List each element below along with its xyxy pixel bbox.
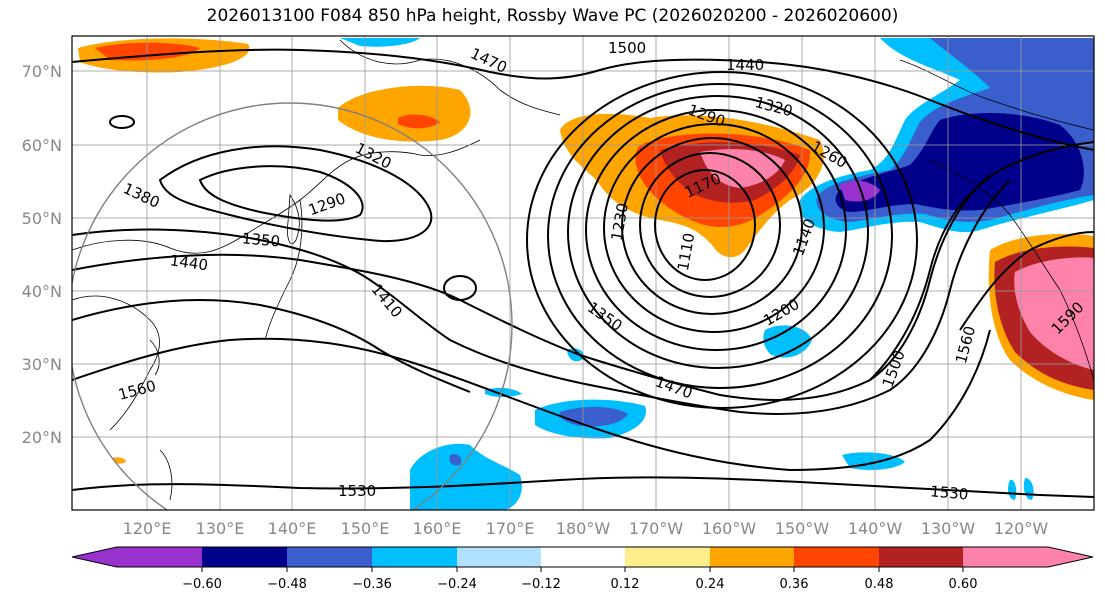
lon-label-150e: 150°E (341, 519, 390, 538)
lon-label-150w: 150°W (775, 519, 830, 538)
map-border (71, 35, 1095, 511)
colorbar-tick-label: 0.36 (780, 577, 809, 592)
colorbar-tick-label: 0.12 (611, 577, 640, 592)
contour-label: 1440 (169, 251, 209, 274)
colorbar-outline (71, 546, 1094, 568)
lon-label-180w: 180°W (556, 519, 611, 538)
contour-line (158, 145, 433, 242)
lat-label-40n: 40°N (22, 282, 62, 301)
contour-line (72, 329, 991, 472)
asia-coastline (72, 39, 1094, 431)
contour-line (603, 123, 825, 333)
island-outline (159, 449, 173, 501)
colorbar-tick-label: 0.60 (949, 577, 978, 592)
lon-label-160w: 160°W (702, 519, 757, 538)
negative-anomaly-region (1007, 479, 1017, 500)
negative-anomaly-region (410, 443, 522, 510)
contour-line (869, 141, 1094, 381)
contour-line (72, 476, 1094, 498)
lon-label-140e: 140°E (268, 519, 317, 538)
contour-line (72, 179, 1011, 415)
colorbar-tick-label: −0.60 (182, 577, 222, 592)
contour-label: 1500 (608, 39, 646, 57)
contour-line (621, 137, 803, 315)
lat-label-30n: 30°N (22, 355, 62, 374)
map-title: 2026013100 F084 850 hPa height, Rossby W… (206, 6, 899, 26)
coastlines (72, 39, 1094, 501)
colorbar-swatch (625, 547, 710, 567)
contour-line (585, 109, 847, 351)
contour-label: 1530 (338, 482, 376, 500)
colorbar-tick-label: −0.48 (267, 577, 307, 592)
lat-label-50n: 50°N (22, 209, 62, 228)
contour-label: 1530 (929, 482, 969, 503)
contour-line (526, 71, 918, 409)
colorbar-swatch (202, 547, 287, 567)
contour-line (72, 174, 991, 401)
negative-anomaly-region (340, 38, 420, 47)
colorbar-tick-label: −0.12 (521, 577, 561, 592)
lon-label-170w: 170°W (629, 519, 684, 538)
negative-anomaly-region (449, 454, 462, 466)
island-outline (149, 339, 160, 376)
lat-label-60n: 60°N (22, 136, 62, 155)
contour-line (72, 48, 1094, 151)
contour-line (109, 115, 135, 129)
lat-label-20n: 20°N (22, 428, 62, 447)
colorbar-swatch (794, 547, 879, 567)
colorbar-tick-label: −0.24 (437, 577, 477, 592)
negative-anomaly-region (835, 113, 1084, 212)
lon-label-170e: 170°E (486, 519, 535, 538)
colorbar-swatch (879, 547, 963, 567)
lon-label-130e: 130°E (196, 519, 245, 538)
lon-label-120e: 120°E (123, 519, 172, 538)
map-layers (72, 36, 1094, 510)
colorbar-swatch (457, 547, 541, 567)
colorbar-swatch (372, 547, 457, 567)
island-outline (287, 193, 300, 245)
longitude-labels: 120°E 130°E 140°E 150°E 160°E 170°E 180°… (123, 519, 1049, 538)
contour-line (639, 152, 781, 298)
contour-label: 1440 (726, 56, 764, 74)
contour-line (443, 275, 477, 301)
negative-anomaly-region (763, 325, 812, 358)
colorbar: −0.60 −0.48 −0.36 −0.24 −0.12 0.12 0.24 … (71, 546, 1094, 592)
contour-label: 1350 (241, 229, 281, 250)
lon-label-120w: 120°W (994, 519, 1049, 538)
colorbar-swatch (710, 547, 794, 567)
colorbar-tick-label: 0.48 (865, 577, 894, 592)
positive-anomaly-region (1014, 257, 1094, 370)
contour-line (959, 231, 1094, 331)
lat-label-70n: 70°N (22, 62, 62, 81)
colorbar-tick-label: −0.36 (352, 577, 392, 592)
lon-label-130w: 130°W (921, 519, 976, 538)
height-contours (72, 48, 1094, 498)
colorbar-tick-label: 0.24 (696, 577, 725, 592)
contour-line (198, 165, 364, 222)
negative-anomaly-region (485, 387, 522, 397)
contour-line (547, 83, 893, 389)
negative-anomaly-region (840, 180, 880, 202)
colorbar-swatch (963, 547, 1093, 567)
positive-anomaly-region (398, 114, 440, 129)
colorbar-swatch (287, 547, 372, 567)
contour-line (72, 299, 471, 393)
colorbar-swatch (72, 547, 202, 567)
contour-line (654, 169, 756, 281)
latitude-labels: 70°N 60°N 50°N 40°N 30°N 20°N (22, 62, 62, 447)
contour-line (567, 95, 869, 369)
range-circle (72, 102, 513, 510)
colorbar-swatch (541, 547, 625, 567)
lon-label-140w: 140°W (848, 519, 903, 538)
lon-label-160e: 160°E (413, 519, 462, 538)
